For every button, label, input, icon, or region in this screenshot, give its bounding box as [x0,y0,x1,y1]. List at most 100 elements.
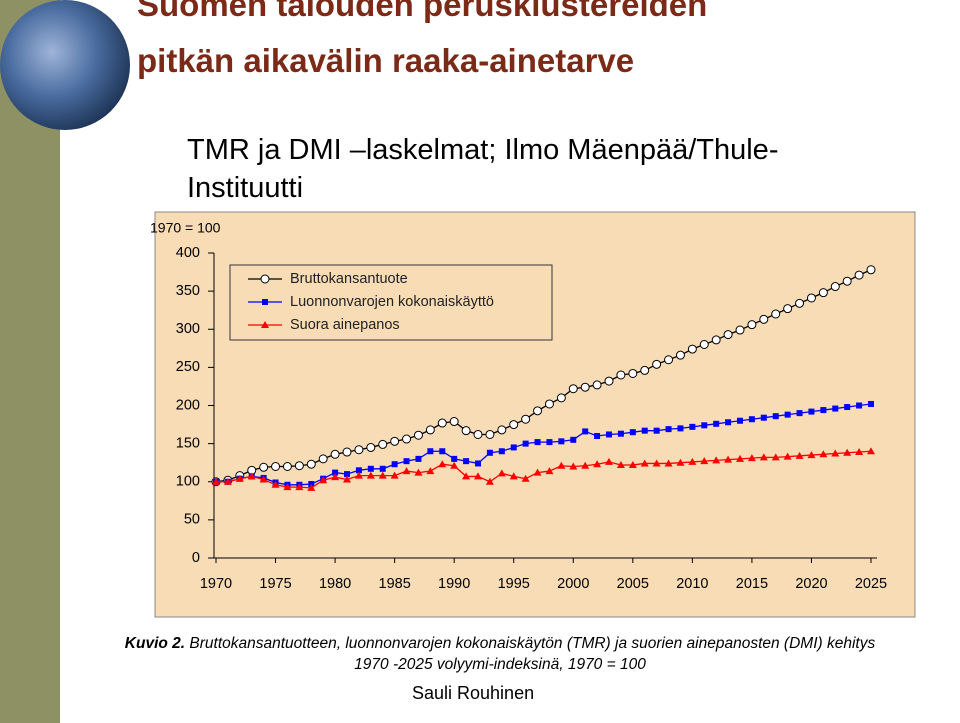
point [402,467,411,475]
point [462,472,471,480]
point [855,448,864,456]
point [747,454,756,462]
point [354,445,364,455]
point [640,365,650,375]
point [867,447,875,455]
point [628,460,637,468]
point [652,459,661,467]
point [402,434,412,444]
point [675,350,685,360]
legend-marker [261,321,269,328]
point [568,384,578,394]
point [842,276,852,286]
point [748,416,755,423]
point [701,422,708,429]
point [783,304,793,314]
point [463,458,470,465]
y-tick-label: 100 [176,474,200,490]
point [450,461,459,469]
point [570,436,577,443]
point [795,298,805,308]
point [307,483,316,491]
point [820,407,827,414]
point [413,430,423,440]
x-tick-label: 1990 [438,576,470,592]
point [534,439,541,446]
point [344,471,350,478]
point [629,429,636,436]
point [544,399,554,409]
point [485,429,495,439]
point [676,458,685,466]
point [318,454,328,464]
point [485,477,494,485]
point [604,376,614,386]
y-tick-label: 300 [176,321,200,337]
point [497,425,507,435]
point [522,440,529,447]
point [664,355,674,365]
legend-box [229,264,553,341]
point [653,427,660,434]
point [426,467,435,475]
point [282,462,292,471]
point [664,459,673,467]
point [557,461,566,469]
point [475,460,481,467]
point [581,461,590,469]
point [366,471,375,479]
x-tick-label: 1985 [379,576,411,592]
point [760,414,767,421]
point [449,417,459,427]
point [331,473,340,481]
point [379,465,386,472]
point [558,438,565,445]
y-tick-label: 50 [184,512,200,528]
point [854,270,864,280]
point [665,426,672,433]
point [283,483,292,491]
x-tick-label: 1980 [319,576,351,592]
point [819,450,828,458]
point [783,452,792,460]
point [533,406,543,416]
point [771,309,781,319]
point [723,330,733,340]
point [616,460,625,468]
point [843,448,852,456]
point [343,475,351,483]
point [319,476,328,484]
point [415,455,422,462]
point [699,340,709,349]
subtitle-line: Instituutti [187,172,304,204]
caption: Kuvio 2. Bruttokansantuotteen, luonnonva… [110,633,890,675]
point [687,344,697,354]
point [473,429,483,439]
point [606,431,612,438]
y-tick-label: 350 [176,283,200,299]
point [367,465,374,472]
point [736,454,744,462]
point [247,472,256,480]
subtitle-line: TMR ja DMI –laskelmat; Ilmo Mäenpää/Thul… [187,134,779,166]
point [425,425,435,435]
x-tick-label: 2020 [795,576,827,592]
point [451,455,458,462]
point [617,430,624,437]
point [725,419,732,426]
y-tick-label: 150 [176,435,200,451]
point [582,428,589,435]
point [652,359,662,369]
point [439,448,446,455]
point [366,442,376,452]
title-line: pitkän aikavälin raaka-ainetarve [137,42,635,79]
x-tick-label: 2025 [855,576,887,592]
point [509,472,518,480]
point [545,467,554,475]
point [592,380,602,390]
x-tick-label: 2015 [736,576,768,592]
point [712,456,721,464]
point [533,468,542,476]
point [332,469,339,476]
x-tick-label: 2005 [617,576,649,592]
